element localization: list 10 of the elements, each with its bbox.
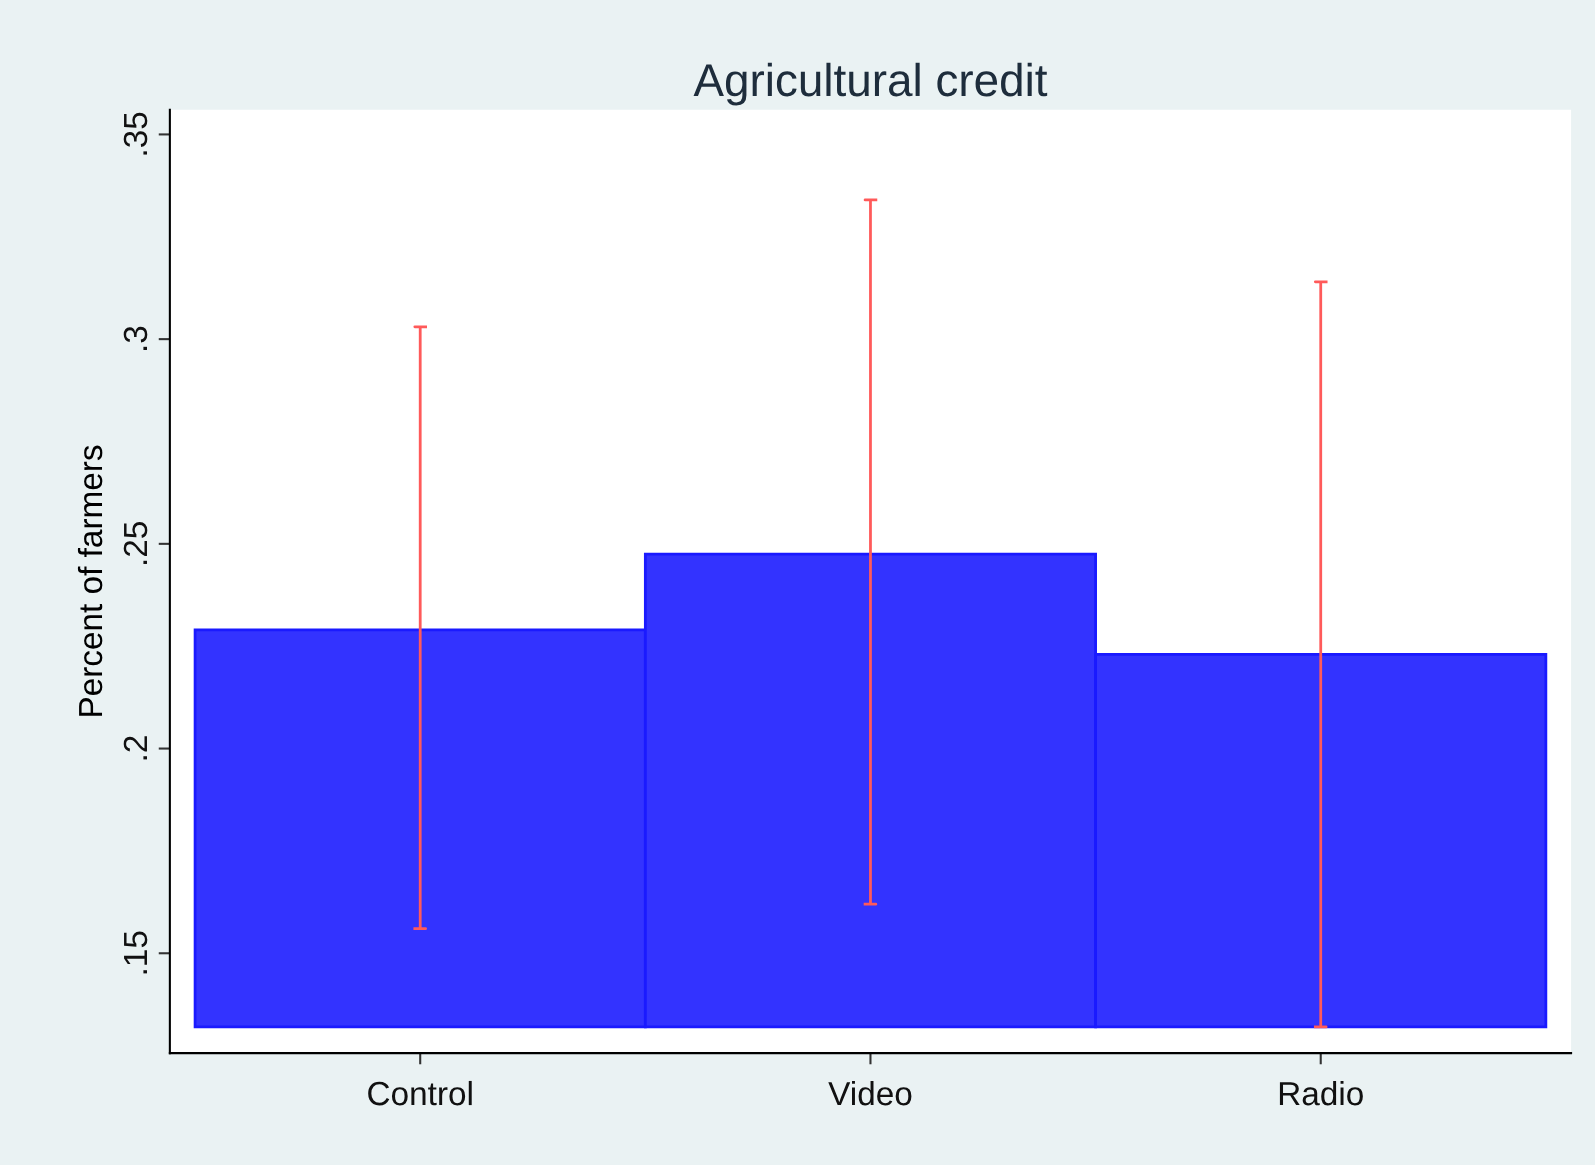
x-tick-label: Radio [1279, 1080, 1363, 1106]
x-tick-label: Video [828, 1080, 912, 1106]
chart-title: Agricultural credit [693, 62, 1048, 106]
y-axis-title: Percent of farmers [77, 445, 103, 716]
y-tick-label: .35 [123, 112, 148, 155]
y-tick-label: .2 [123, 736, 147, 760]
y-tick-label: .25 [123, 522, 148, 564]
y-tick-label: .15 [124, 931, 148, 974]
y-tick-label: .3 [123, 326, 148, 350]
x-tick-label: Control [368, 1080, 472, 1106]
